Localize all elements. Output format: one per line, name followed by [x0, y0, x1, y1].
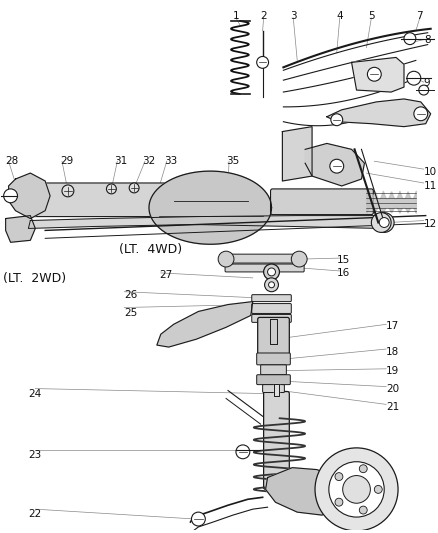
Text: 20: 20 — [385, 384, 399, 394]
Text: 19: 19 — [385, 366, 399, 376]
Circle shape — [358, 506, 366, 514]
Text: 7: 7 — [416, 11, 422, 21]
Text: 1: 1 — [232, 11, 239, 21]
Text: 17: 17 — [385, 321, 399, 332]
FancyBboxPatch shape — [225, 254, 304, 263]
Polygon shape — [269, 319, 277, 344]
FancyBboxPatch shape — [251, 314, 291, 322]
Text: 10: 10 — [423, 167, 436, 177]
Circle shape — [418, 85, 428, 95]
Text: 3: 3 — [290, 11, 296, 21]
FancyBboxPatch shape — [262, 385, 284, 392]
Text: 23: 23 — [28, 450, 42, 460]
Text: 9: 9 — [423, 78, 429, 88]
Polygon shape — [28, 215, 385, 229]
Polygon shape — [156, 302, 252, 347]
FancyBboxPatch shape — [263, 392, 289, 489]
Circle shape — [403, 33, 415, 45]
FancyBboxPatch shape — [251, 295, 291, 302]
Circle shape — [342, 475, 370, 503]
Polygon shape — [9, 173, 50, 219]
Text: (LT.  2WD): (LT. 2WD) — [3, 272, 66, 285]
Circle shape — [268, 282, 274, 288]
Circle shape — [62, 185, 74, 197]
Text: (LT.  4WD): (LT. 4WD) — [119, 243, 182, 256]
Text: 15: 15 — [336, 255, 349, 265]
Circle shape — [314, 448, 397, 531]
Polygon shape — [273, 384, 279, 397]
Text: 12: 12 — [423, 219, 436, 229]
Text: 5: 5 — [367, 11, 374, 21]
Polygon shape — [265, 467, 346, 515]
Polygon shape — [304, 143, 364, 186]
Circle shape — [106, 184, 116, 194]
FancyBboxPatch shape — [256, 353, 290, 365]
Text: 26: 26 — [124, 290, 137, 300]
FancyBboxPatch shape — [251, 304, 291, 313]
Polygon shape — [326, 99, 430, 127]
Circle shape — [329, 159, 343, 173]
Circle shape — [256, 56, 268, 68]
FancyBboxPatch shape — [225, 264, 304, 272]
Circle shape — [367, 67, 380, 81]
Circle shape — [378, 217, 388, 228]
Circle shape — [191, 512, 205, 526]
Circle shape — [291, 251, 307, 267]
Text: 29: 29 — [60, 156, 73, 166]
Text: 24: 24 — [28, 389, 42, 399]
Polygon shape — [351, 58, 403, 92]
Text: 25: 25 — [124, 308, 137, 318]
Polygon shape — [282, 127, 311, 181]
Polygon shape — [148, 171, 271, 244]
Circle shape — [263, 264, 279, 280]
Text: 18: 18 — [385, 347, 399, 357]
Circle shape — [334, 473, 342, 481]
Circle shape — [374, 213, 393, 232]
Circle shape — [413, 107, 427, 120]
Text: 31: 31 — [114, 156, 127, 166]
Circle shape — [129, 183, 139, 193]
FancyBboxPatch shape — [257, 318, 289, 356]
Text: 22: 22 — [28, 509, 42, 519]
Circle shape — [406, 71, 420, 85]
Text: 28: 28 — [6, 156, 19, 166]
Circle shape — [4, 189, 18, 203]
Text: 4: 4 — [336, 11, 342, 21]
Circle shape — [374, 486, 381, 494]
Text: 21: 21 — [385, 402, 399, 413]
FancyBboxPatch shape — [270, 189, 372, 215]
Circle shape — [334, 498, 342, 506]
Circle shape — [218, 251, 233, 267]
Circle shape — [371, 213, 390, 232]
Text: 2: 2 — [260, 11, 266, 21]
Text: 16: 16 — [336, 268, 349, 278]
Circle shape — [358, 465, 366, 473]
Circle shape — [328, 462, 383, 517]
Text: 11: 11 — [423, 181, 436, 191]
Text: 35: 35 — [226, 156, 239, 166]
Circle shape — [267, 268, 275, 276]
FancyBboxPatch shape — [256, 375, 290, 385]
Polygon shape — [6, 215, 35, 243]
Text: 27: 27 — [159, 270, 172, 280]
Text: 8: 8 — [423, 35, 429, 45]
FancyBboxPatch shape — [27, 183, 171, 216]
Text: 33: 33 — [163, 156, 177, 166]
FancyBboxPatch shape — [260, 365, 286, 375]
Circle shape — [330, 114, 342, 126]
Circle shape — [264, 278, 278, 292]
Circle shape — [235, 445, 249, 459]
Text: 32: 32 — [142, 156, 155, 166]
